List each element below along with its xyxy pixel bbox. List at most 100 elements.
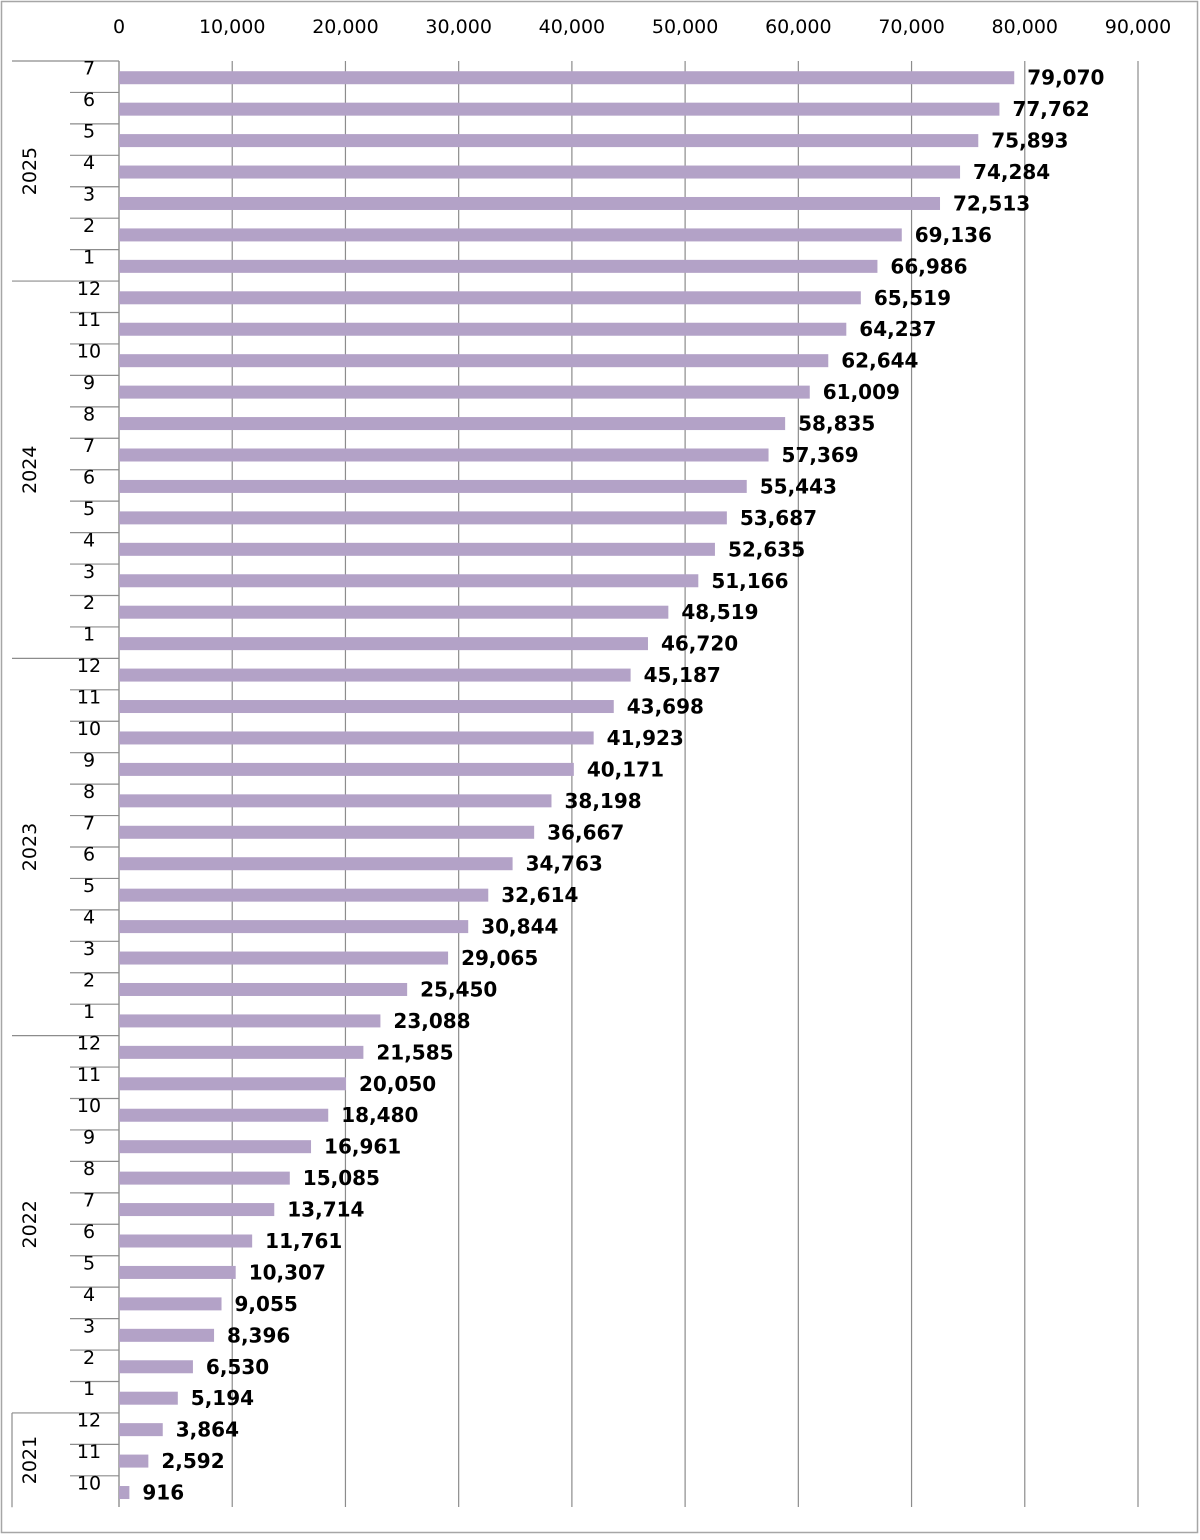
bar: [119, 637, 648, 651]
data-label: 57,369: [782, 443, 859, 467]
bar: [119, 1486, 130, 1500]
bar: [119, 605, 669, 619]
month-label: 5: [83, 121, 95, 143]
month-label: 12: [77, 655, 101, 677]
bar: [119, 102, 1000, 116]
month-label: 6: [83, 89, 95, 111]
bar: [119, 165, 961, 179]
month-label: 4: [83, 152, 95, 174]
month-label: 3: [83, 561, 95, 583]
bar: [119, 228, 902, 242]
data-label: 62,644: [841, 349, 918, 373]
month-label: 6: [83, 466, 95, 488]
bar: [119, 1077, 347, 1091]
x-tick-label: 50,000: [652, 16, 718, 38]
month-label: 1: [83, 624, 95, 646]
bar: [119, 731, 594, 745]
x-tick-label: 70,000: [878, 16, 944, 38]
data-label: 41,923: [607, 726, 684, 750]
bar: [119, 574, 699, 588]
bar: [119, 857, 513, 871]
x-tick-label: 90,000: [1105, 16, 1171, 38]
year-label: 2021: [19, 1436, 41, 1484]
bar: [119, 291, 861, 305]
data-label: 11,761: [265, 1229, 342, 1253]
data-label: 75,893: [991, 129, 1068, 153]
month-label: 5: [83, 498, 95, 520]
bar: [119, 700, 614, 714]
data-label: 66,986: [890, 254, 967, 278]
month-label: 1: [83, 1378, 95, 1400]
data-label: 34,763: [526, 852, 603, 876]
month-label: 4: [83, 907, 95, 929]
x-tick-label: 60,000: [765, 16, 831, 38]
bar: [119, 322, 847, 336]
month-label: 2: [83, 1347, 95, 1369]
month-label: 7: [83, 812, 95, 834]
year-label: 2025: [19, 147, 41, 195]
x-tick-label: 40,000: [539, 16, 605, 38]
data-label: 65,519: [874, 286, 951, 310]
bar: [119, 1140, 312, 1154]
data-label: 74,284: [973, 160, 1050, 184]
bar: [119, 1234, 253, 1248]
month-label: 11: [77, 1441, 101, 1463]
bar: [119, 1360, 193, 1374]
month-label: 4: [83, 1284, 95, 1306]
month-label: 2: [83, 215, 95, 237]
year-label: 2022: [19, 1200, 41, 1248]
data-label: 21,585: [376, 1040, 453, 1064]
month-label: 9: [83, 749, 95, 771]
bar: [119, 511, 727, 525]
bar: [119, 71, 1015, 85]
data-label: 16,961: [324, 1135, 401, 1159]
data-label: 20,050: [359, 1072, 436, 1096]
month-label: 8: [83, 1158, 95, 1180]
bar: [119, 1203, 275, 1217]
month-label: 10: [77, 341, 101, 363]
data-label: 46,720: [661, 632, 738, 656]
x-tick-label: 10,000: [199, 16, 265, 38]
data-label: 69,136: [915, 223, 992, 247]
data-label: 10,307: [249, 1260, 326, 1284]
data-label: 23,088: [393, 1009, 470, 1033]
data-label: 53,687: [740, 506, 817, 530]
data-label: 18,480: [341, 1103, 418, 1127]
data-label: 48,519: [681, 600, 758, 624]
data-label: 2,592: [161, 1449, 224, 1473]
bar: [119, 794, 552, 808]
month-label: 2: [83, 969, 95, 991]
bar: [119, 1391, 178, 1405]
x-tick-label: 20,000: [312, 16, 378, 38]
year-label: 2024: [19, 446, 41, 494]
bar: [119, 259, 878, 273]
month-label: 9: [83, 372, 95, 394]
month-label: 3: [83, 183, 95, 205]
bar: [119, 134, 979, 148]
bar: [119, 196, 941, 210]
year-label: 2023: [19, 823, 41, 871]
data-label: 3,864: [176, 1418, 239, 1442]
month-label: 11: [77, 687, 101, 709]
bar: [119, 982, 408, 996]
bar: [119, 888, 489, 902]
data-label: 77,762: [1012, 97, 1089, 121]
bar: [119, 1328, 215, 1342]
month-label: 9: [83, 1127, 95, 1149]
bar: [119, 417, 786, 431]
data-label: 43,698: [627, 695, 704, 719]
month-label: 6: [83, 1221, 95, 1243]
data-label: 15,085: [303, 1166, 380, 1190]
bar: [119, 1265, 236, 1279]
month-label: 7: [83, 435, 95, 457]
month-label: 1: [83, 246, 95, 268]
data-label: 13,714: [287, 1198, 364, 1222]
month-label: 4: [83, 529, 95, 551]
x-tick-label: 0: [113, 16, 125, 38]
month-label: 10: [77, 1095, 101, 1117]
month-label: 12: [77, 1410, 101, 1432]
bar: [119, 1171, 290, 1185]
